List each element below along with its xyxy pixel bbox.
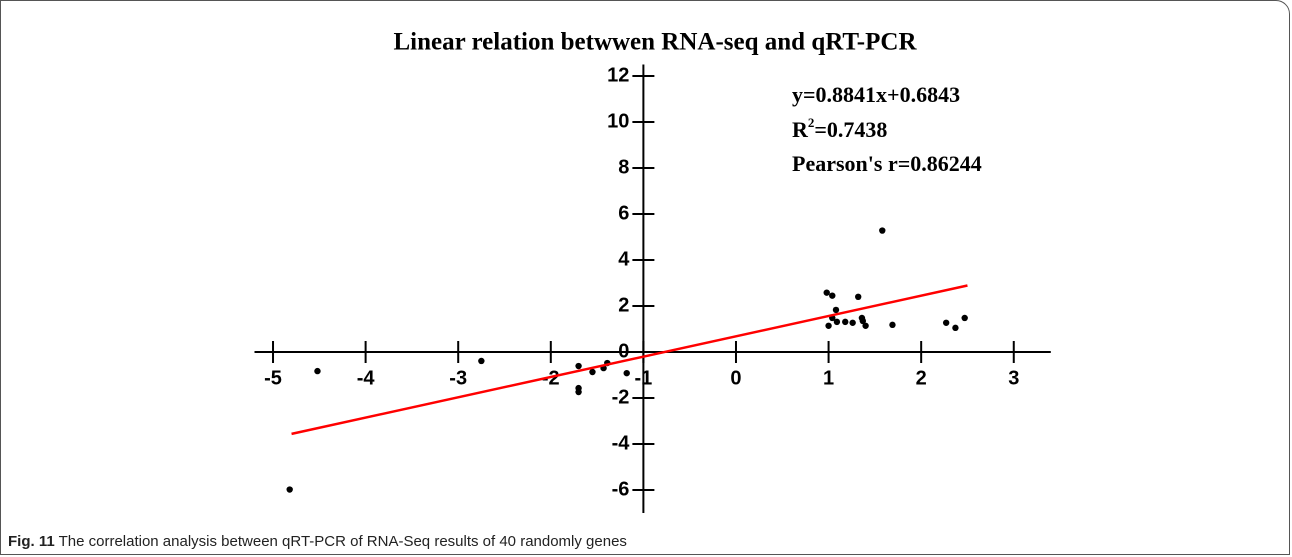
y-tick-label: 8 [618, 156, 629, 178]
caption-text: The correlation analysis between qRT-PCR… [58, 533, 627, 550]
pearson: Pearson's r=0.86244 [792, 151, 982, 176]
chart-title: Linear relation betwwen RNA-seq and qRT-… [394, 29, 918, 56]
point [879, 227, 886, 234]
point [829, 292, 836, 299]
r-squared-rest: =0.7438 [814, 117, 887, 142]
x-tick-label: -3 [449, 367, 467, 389]
point [833, 318, 841, 326]
caption: Fig. 11 The correlation analysis between… [8, 533, 627, 550]
point [478, 357, 485, 365]
x-tick-label: 1 [823, 367, 834, 389]
point [314, 367, 321, 375]
point [832, 306, 840, 314]
point [942, 319, 950, 326]
y-tick-label: 0 [618, 340, 629, 362]
caption-label: Fig. 11 [8, 533, 55, 550]
y-tick-label: 12 [607, 64, 629, 86]
point [961, 314, 968, 322]
point [855, 293, 862, 300]
point [952, 324, 959, 332]
y-tick-label: 2 [618, 294, 629, 316]
y-tick-label: 4 [618, 248, 630, 270]
x-tick-label: -5 [264, 367, 282, 389]
x-tick-label: 2 [916, 367, 927, 389]
r-squared-sup: 2 [808, 115, 815, 130]
point [859, 317, 867, 325]
point [823, 289, 830, 296]
point [849, 319, 856, 326]
point [623, 369, 630, 377]
r-squared-base: R [792, 117, 809, 142]
y-tick-label: -6 [612, 478, 630, 500]
point [575, 388, 582, 396]
point [589, 368, 596, 376]
trend-line [291, 284, 968, 436]
point [889, 321, 896, 329]
y-tick-label: -4 [612, 432, 631, 454]
r-squared: R2=0.7438 [792, 115, 887, 142]
x-tick-label: 0 [730, 367, 741, 389]
chart: Linear relation betwwen RNA-seq and qRT-… [254, 29, 1051, 513]
x-tick-label: -2 [542, 367, 560, 389]
y-tick-label: 10 [607, 110, 629, 132]
point [862, 322, 869, 329]
equation: y=0.8841x+0.6843 [792, 82, 960, 107]
point [842, 318, 849, 326]
y-tick-label: 6 [618, 202, 629, 224]
x-tick-label: -1 [634, 367, 652, 389]
x-tick-label: 3 [1008, 367, 1019, 389]
y-tick-label: -2 [612, 386, 630, 408]
point [825, 322, 832, 329]
point [575, 362, 582, 370]
point [286, 486, 293, 493]
x-tick-label: -4 [357, 367, 376, 389]
